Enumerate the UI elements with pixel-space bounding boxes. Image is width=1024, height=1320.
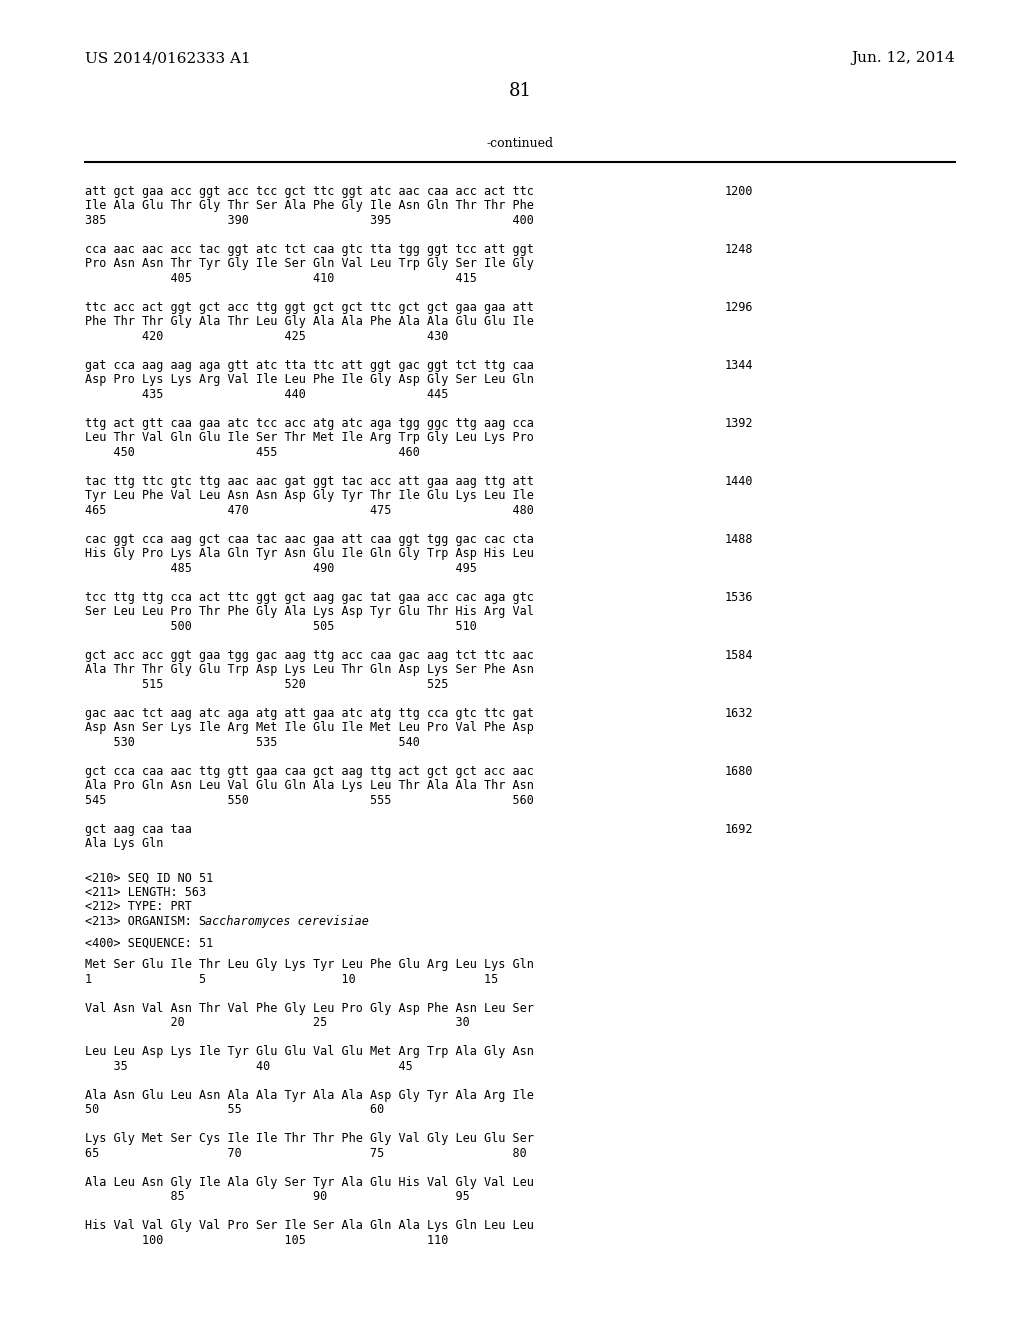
Text: Ala Leu Asn Gly Ile Ala Gly Ser Tyr Ala Glu His Val Gly Val Leu: Ala Leu Asn Gly Ile Ala Gly Ser Tyr Ala … [85,1176,534,1189]
Text: cac ggt cca aag gct caa tac aac gaa att caa ggt tgg gac cac cta: cac ggt cca aag gct caa tac aac gaa att … [85,533,534,546]
Text: 450                 455                 460: 450 455 460 [85,446,420,459]
Text: 1200: 1200 [725,185,754,198]
Text: ttc acc act ggt gct acc ttg ggt gct gct ttc gct gct gaa gaa att: ttc acc act ggt gct acc ttg ggt gct gct … [85,301,534,314]
Text: 1392: 1392 [725,417,754,430]
Text: -continued: -continued [486,137,554,150]
Text: cca aac aac acc tac ggt atc tct caa gtc tta tgg ggt tcc att ggt: cca aac aac acc tac ggt atc tct caa gtc … [85,243,534,256]
Text: 1440: 1440 [725,475,754,488]
Text: His Gly Pro Lys Ala Gln Tyr Asn Glu Ile Gln Gly Trp Asp His Leu: His Gly Pro Lys Ala Gln Tyr Asn Glu Ile … [85,548,534,561]
Text: gct aag caa taa: gct aag caa taa [85,822,191,836]
Text: <210> SEQ ID NO 51: <210> SEQ ID NO 51 [85,871,213,884]
Text: Phe Thr Thr Gly Ala Thr Leu Gly Ala Ala Phe Ala Ala Glu Glu Ile: Phe Thr Thr Gly Ala Thr Leu Gly Ala Ala … [85,315,534,329]
Text: 465                 470                 475                 480: 465 470 475 480 [85,504,534,517]
Text: 85                  90                  95: 85 90 95 [85,1191,470,1204]
Text: Val Asn Val Asn Thr Val Phe Gly Leu Pro Gly Asp Phe Asn Leu Ser: Val Asn Val Asn Thr Val Phe Gly Leu Pro … [85,1002,534,1015]
Text: 50                  55                  60: 50 55 60 [85,1104,384,1117]
Text: 65                  70                  75                  80: 65 70 75 80 [85,1147,526,1160]
Text: His Val Val Gly Val Pro Ser Ile Ser Ala Gln Ala Lys Gln Leu Leu: His Val Val Gly Val Pro Ser Ile Ser Ala … [85,1220,534,1233]
Text: 1               5                   10                  15: 1 5 10 15 [85,973,499,986]
Text: Ala Pro Gln Asn Leu Val Glu Gln Ala Lys Leu Thr Ala Ala Thr Asn: Ala Pro Gln Asn Leu Val Glu Gln Ala Lys … [85,780,534,792]
Text: Lys Gly Met Ser Cys Ile Ile Thr Thr Phe Gly Val Gly Leu Glu Ser: Lys Gly Met Ser Cys Ile Ile Thr Thr Phe … [85,1133,534,1146]
Text: 1344: 1344 [725,359,754,372]
Text: Ala Thr Thr Gly Glu Trp Asp Lys Leu Thr Gln Asp Lys Ser Phe Asn: Ala Thr Thr Gly Glu Trp Asp Lys Leu Thr … [85,664,534,676]
Text: <212> TYPE: PRT: <212> TYPE: PRT [85,900,191,913]
Text: accharomyces cerevisiae: accharomyces cerevisiae [206,915,370,928]
Text: 1680: 1680 [725,766,754,777]
Text: Met Ser Glu Ile Thr Leu Gly Lys Tyr Leu Phe Glu Arg Leu Lys Gln: Met Ser Glu Ile Thr Leu Gly Lys Tyr Leu … [85,958,534,972]
Text: 35                  40                  45: 35 40 45 [85,1060,413,1073]
Text: att gct gaa acc ggt acc tcc gct ttc ggt atc aac caa acc act ttc: att gct gaa acc ggt acc tcc gct ttc ggt … [85,185,534,198]
Text: Asp Pro Lys Lys Arg Val Ile Leu Phe Ile Gly Asp Gly Ser Leu Gln: Asp Pro Lys Lys Arg Val Ile Leu Phe Ile … [85,374,534,387]
Text: 1632: 1632 [725,708,754,719]
Text: Tyr Leu Phe Val Leu Asn Asn Asp Gly Tyr Thr Ile Glu Lys Leu Ile: Tyr Leu Phe Val Leu Asn Asn Asp Gly Tyr … [85,490,534,503]
Text: 20                  25                  30: 20 25 30 [85,1016,470,1030]
Text: US 2014/0162333 A1: US 2014/0162333 A1 [85,51,251,65]
Text: gat cca aag aag aga gtt atc tta ttc att ggt gac ggt tct ttg caa: gat cca aag aag aga gtt atc tta ttc att … [85,359,534,372]
Text: Ala Lys Gln: Ala Lys Gln [85,837,164,850]
Text: 485                 490                 495: 485 490 495 [85,562,477,576]
Text: gac aac tct aag atc aga atg att gaa atc atg ttg cca gtc ttc gat: gac aac tct aag atc aga atg att gaa atc … [85,708,534,719]
Text: 435                 440                 445: 435 440 445 [85,388,449,401]
Text: <211> LENGTH: 563: <211> LENGTH: 563 [85,886,206,899]
Text: tcc ttg ttg cca act ttc ggt gct aag gac tat gaa acc cac aga gtc: tcc ttg ttg cca act ttc ggt gct aag gac … [85,591,534,605]
Text: 1584: 1584 [725,649,754,663]
Text: ttg act gtt caa gaa atc tcc acc atg atc aga tgg ggc ttg aag cca: ttg act gtt caa gaa atc tcc acc atg atc … [85,417,534,430]
Text: 530                 535                 540: 530 535 540 [85,737,420,748]
Text: 100                 105                 110: 100 105 110 [85,1234,449,1247]
Text: Asp Asn Ser Lys Ile Arg Met Ile Glu Ile Met Leu Pro Val Phe Asp: Asp Asn Ser Lys Ile Arg Met Ile Glu Ile … [85,722,534,734]
Text: 1248: 1248 [725,243,754,256]
Text: Pro Asn Asn Thr Tyr Gly Ile Ser Gln Val Leu Trp Gly Ser Ile Gly: Pro Asn Asn Thr Tyr Gly Ile Ser Gln Val … [85,257,534,271]
Text: 81: 81 [509,82,531,100]
Text: 1692: 1692 [725,822,754,836]
Text: Jun. 12, 2014: Jun. 12, 2014 [851,51,955,65]
Text: gct cca caa aac ttg gtt gaa caa gct aag ttg act gct gct acc aac: gct cca caa aac ttg gtt gaa caa gct aag … [85,766,534,777]
Text: Ala Asn Glu Leu Asn Ala Ala Tyr Ala Ala Asp Gly Tyr Ala Arg Ile: Ala Asn Glu Leu Asn Ala Ala Tyr Ala Ala … [85,1089,534,1102]
Text: 405                 410                 415: 405 410 415 [85,272,477,285]
Text: Leu Leu Asp Lys Ile Tyr Glu Glu Val Glu Met Arg Trp Ala Gly Asn: Leu Leu Asp Lys Ile Tyr Glu Glu Val Glu … [85,1045,534,1059]
Text: 500                 505                 510: 500 505 510 [85,620,477,634]
Text: 385                 390                 395                 400: 385 390 395 400 [85,214,534,227]
Text: 1296: 1296 [725,301,754,314]
Text: tac ttg ttc gtc ttg aac aac gat ggt tac acc att gaa aag ttg att: tac ttg ttc gtc ttg aac aac gat ggt tac … [85,475,534,488]
Text: Leu Thr Val Gln Glu Ile Ser Thr Met Ile Arg Trp Gly Leu Lys Pro: Leu Thr Val Gln Glu Ile Ser Thr Met Ile … [85,432,534,445]
Text: 1536: 1536 [725,591,754,605]
Text: Ile Ala Glu Thr Gly Thr Ser Ala Phe Gly Ile Asn Gln Thr Thr Phe: Ile Ala Glu Thr Gly Thr Ser Ala Phe Gly … [85,199,534,213]
Text: <400> SEQUENCE: 51: <400> SEQUENCE: 51 [85,937,213,950]
Text: 420                 425                 430: 420 425 430 [85,330,449,343]
Text: gct acc acc ggt gaa tgg gac aag ttg acc caa gac aag tct ttc aac: gct acc acc ggt gaa tgg gac aag ttg acc … [85,649,534,663]
Text: 545                 550                 555                 560: 545 550 555 560 [85,795,534,807]
Text: 515                 520                 525: 515 520 525 [85,678,449,690]
Text: 1488: 1488 [725,533,754,546]
Text: <213> ORGANISM: S: <213> ORGANISM: S [85,915,206,928]
Text: Ser Leu Leu Pro Thr Phe Gly Ala Lys Asp Tyr Glu Thr His Arg Val: Ser Leu Leu Pro Thr Phe Gly Ala Lys Asp … [85,606,534,619]
